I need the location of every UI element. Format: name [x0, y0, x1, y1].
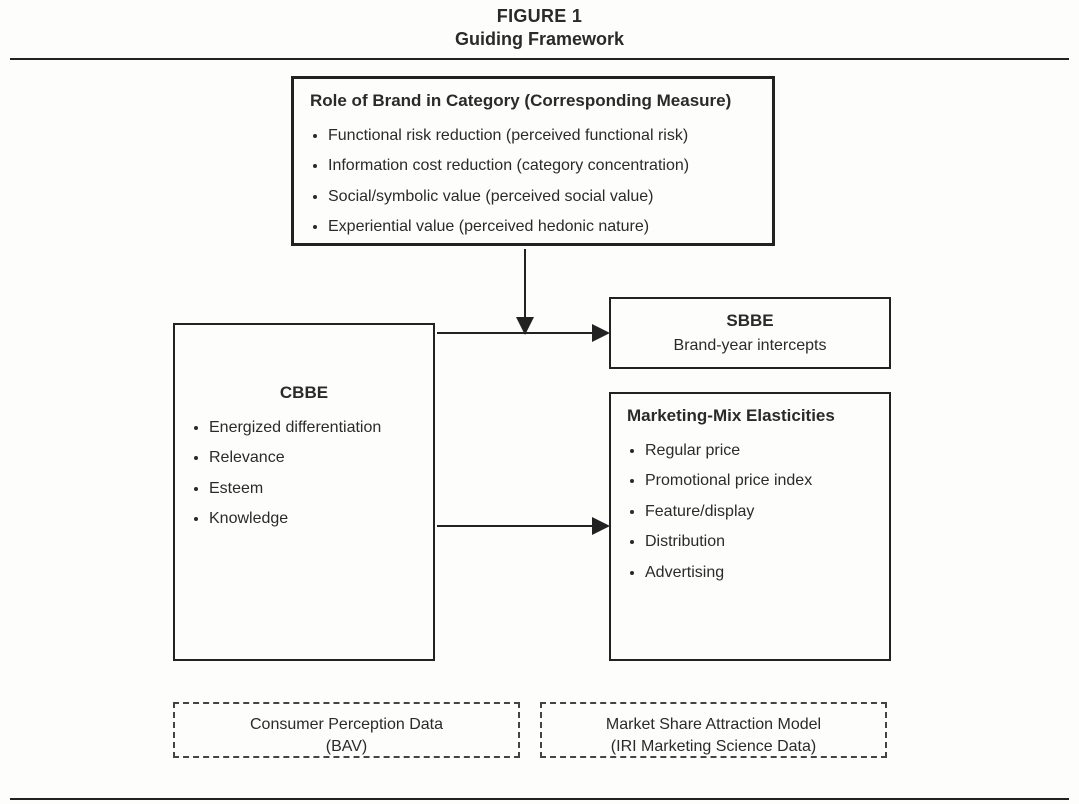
role-bullet: Experiential value (perceived hedonic na… — [328, 212, 756, 242]
figure-header: FIGURE 1 Guiding Framework — [0, 0, 1079, 50]
rule-bottom — [10, 798, 1069, 800]
dashed-left-line1: Consumer Perception Data — [250, 716, 443, 733]
mme-bullet: Promotional price index — [645, 466, 873, 496]
box-mme-bullets: Regular price Promotional price index Fe… — [627, 436, 873, 588]
box-sbbe-title: SBBE — [627, 311, 873, 331]
dashed-right-line1: Market Share Attraction Model — [606, 716, 821, 733]
dashed-box-right: Market Share Attraction Model (IRI Marke… — [540, 702, 887, 758]
rule-top — [10, 58, 1069, 60]
figure-label: FIGURE 1 — [0, 6, 1079, 27]
box-role-bullets: Functional risk reduction (perceived fun… — [310, 121, 756, 243]
figure-page: FIGURE 1 Guiding Framework Role of Brand… — [0, 0, 1079, 804]
mme-bullet: Distribution — [645, 527, 873, 557]
box-sbbe: SBBE Brand-year intercepts — [609, 297, 891, 369]
figure-title: Guiding Framework — [0, 29, 1079, 50]
mme-bullet: Regular price — [645, 436, 873, 466]
box-cbbe-title: CBBE — [191, 383, 417, 403]
dashed-box-left: Consumer Perception Data (BAV) — [173, 702, 520, 758]
box-role-title: Role of Brand in Category (Corresponding… — [310, 91, 756, 111]
box-role-of-brand: Role of Brand in Category (Corresponding… — [291, 76, 775, 246]
dashed-right-line2: (IRI Marketing Science Data) — [611, 738, 816, 755]
mme-bullet: Feature/display — [645, 497, 873, 527]
role-bullet: Functional risk reduction (perceived fun… — [328, 121, 756, 151]
cbbe-bullet: Knowledge — [209, 504, 417, 534]
cbbe-bullet: Energized differentiation — [209, 413, 417, 443]
box-cbbe: CBBE Energized differentiation Relevance… — [173, 323, 435, 661]
cbbe-bullet: Relevance — [209, 443, 417, 473]
role-bullet: Information cost reduction (category con… — [328, 151, 756, 181]
box-cbbe-bullets: Energized differentiation Relevance Este… — [191, 413, 417, 535]
role-bullet: Social/symbolic value (perceived social … — [328, 182, 756, 212]
box-mme-title: Marketing-Mix Elasticities — [627, 406, 873, 426]
mme-bullet: Advertising — [645, 558, 873, 588]
box-sbbe-subtitle: Brand-year intercepts — [627, 337, 873, 355]
dashed-left-line2: (BAV) — [326, 738, 367, 755]
cbbe-bullet: Esteem — [209, 474, 417, 504]
box-marketing-mix: Marketing-Mix Elasticities Regular price… — [609, 392, 891, 661]
